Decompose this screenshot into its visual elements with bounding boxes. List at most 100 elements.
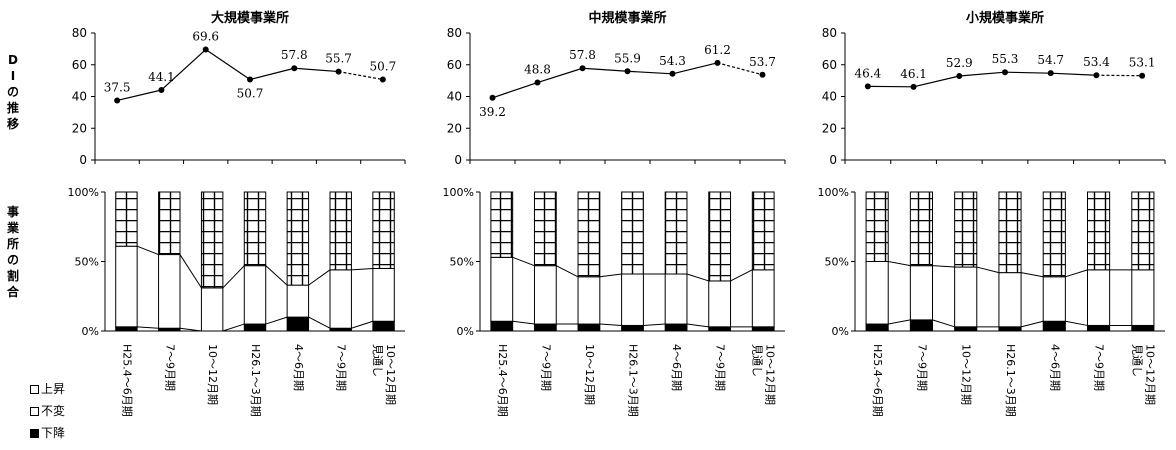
series-connector <box>308 316 331 329</box>
data-point <box>335 68 342 75</box>
y-tick-label: 0% <box>457 325 474 338</box>
data-point <box>379 76 386 83</box>
category-label: 7～9月期 <box>1093 344 1106 391</box>
data-point <box>1002 69 1008 76</box>
series-connector <box>643 323 666 326</box>
series-connector <box>512 320 535 325</box>
data-point <box>158 86 165 93</box>
bar-segment <box>1042 276 1066 322</box>
series-line-segment <box>294 67 339 73</box>
data-label: 54.7 <box>1037 53 1064 67</box>
bar-segment <box>243 265 267 325</box>
y-tick-label: 100% <box>443 186 474 199</box>
y-tick-label: 0% <box>832 325 849 338</box>
data-label: 50.7 <box>237 87 264 101</box>
share-side-label: 事業所の割合 <box>6 205 19 299</box>
category-label: H25.4～6月期 <box>120 344 133 417</box>
bar-segment <box>708 191 732 282</box>
bar-segment <box>577 191 601 278</box>
bar-segment <box>158 254 181 329</box>
series-line-segment <box>161 49 207 91</box>
bar-segment <box>664 191 688 275</box>
bar-segment <box>751 191 775 271</box>
hollow-square-icon <box>30 406 39 416</box>
category-label: 見通し <box>1130 344 1143 377</box>
bar-segment <box>954 191 978 268</box>
y-tick-label: 60 <box>72 58 87 72</box>
series-connector <box>1020 320 1044 328</box>
series-line-segment <box>672 62 718 75</box>
data-label: 39.2 <box>479 105 506 119</box>
bar-segment <box>954 266 978 328</box>
data-point <box>247 76 253 83</box>
bar-segment <box>865 261 889 325</box>
series-line-segment <box>582 67 628 72</box>
bar-segment <box>751 326 775 332</box>
bar-segment <box>664 273 688 325</box>
data-label: 55.7 <box>325 52 352 66</box>
y-tick-label: 50% <box>75 256 99 269</box>
data-point <box>1093 72 1100 79</box>
category-label: 10～12月期 <box>764 344 777 405</box>
bar-segment <box>1042 191 1066 278</box>
series-connector <box>179 327 202 332</box>
data-label: 50.7 <box>369 60 396 74</box>
category-label: 10～12月期 <box>960 344 973 405</box>
category-label: 見通し <box>371 344 384 377</box>
bar-segment <box>621 191 644 275</box>
bar-segment <box>577 323 601 332</box>
data-label: 53.7 <box>749 55 776 69</box>
y-tick-label: 0 <box>829 153 837 167</box>
series-connector <box>351 320 374 329</box>
bar-segment <box>372 267 395 322</box>
category-label: H26.1～3月期 <box>627 344 640 417</box>
data-label: 37.5 <box>104 80 131 94</box>
bar-segment <box>243 323 267 332</box>
bar-segment <box>751 269 775 328</box>
series-line-segment <box>959 71 1006 77</box>
data-point <box>714 59 721 66</box>
y-tick-label: 50% <box>450 256 474 269</box>
data-label: 61.2 <box>704 43 731 57</box>
bar-segment <box>286 191 310 286</box>
data-point <box>291 65 298 72</box>
bar-segment <box>909 319 933 332</box>
legend-item-rise: 上昇 <box>30 378 65 400</box>
data-label: 52.9 <box>946 56 973 70</box>
y-tick-label: 60 <box>822 58 837 72</box>
bar-segment <box>372 191 395 269</box>
y-tick-label: 0 <box>454 153 462 167</box>
bar-segment <box>909 265 933 321</box>
bar-segment <box>372 320 395 332</box>
bar-segment <box>158 191 181 256</box>
data-label: 48.8 <box>524 63 551 77</box>
y-tick-label: 80 <box>447 26 462 40</box>
y-tick-label: 40 <box>72 90 87 104</box>
series-line-segment <box>338 70 383 81</box>
data-point <box>669 70 676 77</box>
y-tick-label: 0% <box>82 325 99 338</box>
data-label: 55.3 <box>992 52 1019 66</box>
bar-segment <box>490 320 514 332</box>
category-label: 4～6月期 <box>1048 344 1061 391</box>
legend-item-unchanged: 不変 <box>30 400 65 422</box>
category-label: 4～6月期 <box>670 344 683 391</box>
category-label: 見通し <box>751 344 764 377</box>
data-point <box>864 83 871 90</box>
bar-segment <box>200 287 224 332</box>
series-line-segment <box>117 89 162 102</box>
bar-segment <box>329 191 352 271</box>
series-line-segment <box>205 49 251 81</box>
series-connector <box>888 261 911 267</box>
bar-segment <box>998 191 1022 274</box>
bar-segment <box>533 191 557 267</box>
bar-segment <box>1042 320 1066 332</box>
filled-square-icon <box>30 428 39 438</box>
data-label: 46.4 <box>854 66 881 80</box>
data-label: 44.1 <box>148 70 175 84</box>
data-point <box>114 97 121 104</box>
chart-title: 小規模事業所 <box>966 10 1044 26</box>
bar-segment <box>865 191 889 262</box>
bar-segment <box>286 284 310 318</box>
